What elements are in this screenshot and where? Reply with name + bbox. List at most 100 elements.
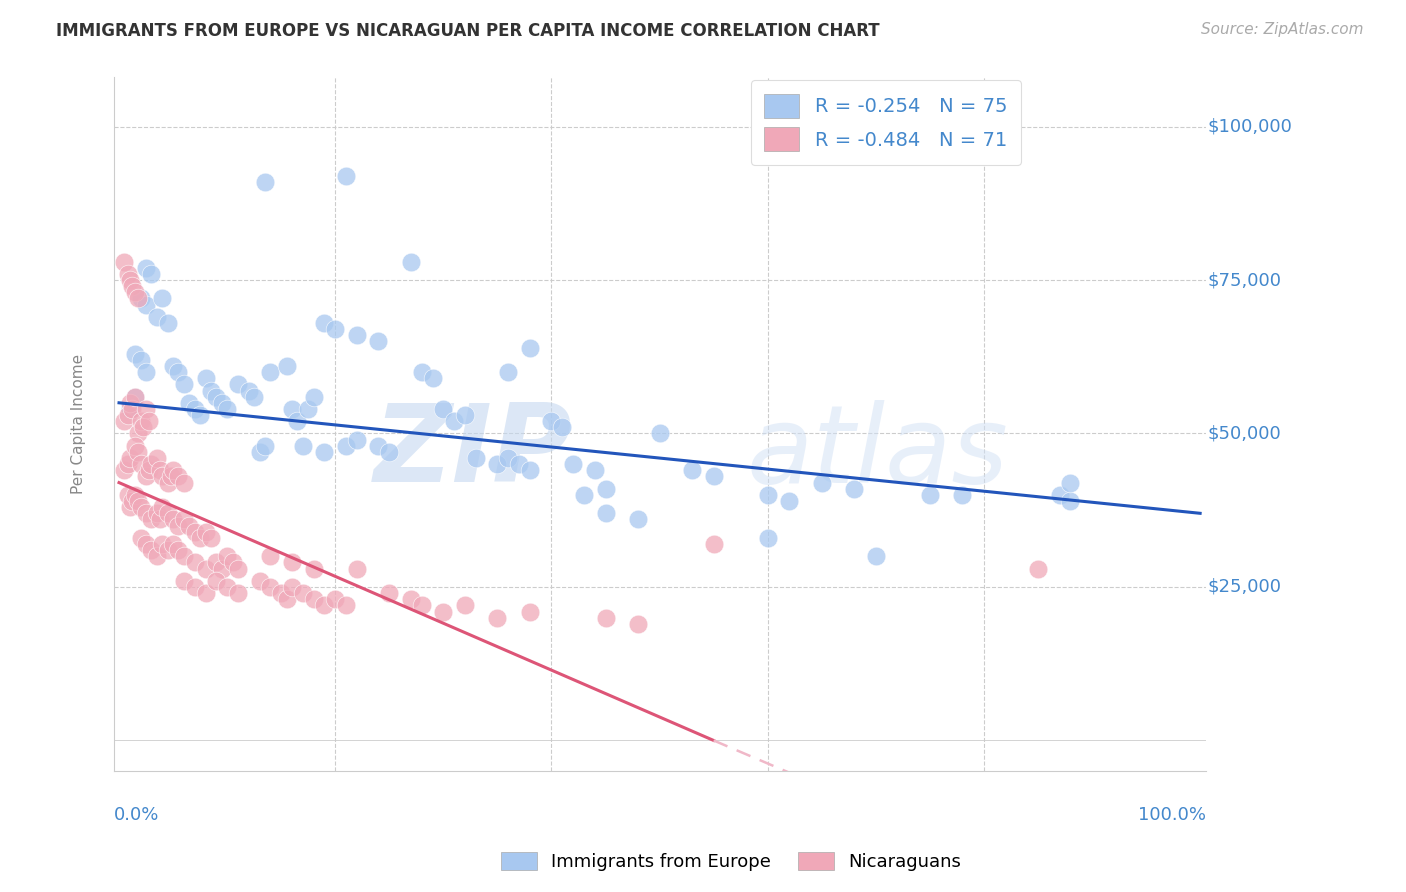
- Point: [464, 451, 486, 466]
- Point: [156, 543, 179, 558]
- Point: [810, 475, 832, 490]
- Point: [378, 445, 401, 459]
- Point: [173, 549, 195, 564]
- Text: Per Capita Income: Per Capita Income: [72, 354, 86, 494]
- Point: [950, 488, 973, 502]
- Text: 100.0%: 100.0%: [1137, 805, 1205, 824]
- Point: [124, 390, 146, 404]
- Point: [118, 273, 141, 287]
- Point: [124, 390, 146, 404]
- Point: [508, 457, 530, 471]
- Point: [205, 556, 228, 570]
- Point: [844, 482, 866, 496]
- Text: $75,000: $75,000: [1208, 271, 1282, 289]
- Point: [141, 512, 163, 526]
- Point: [127, 445, 149, 459]
- Point: [167, 365, 190, 379]
- Point: [183, 401, 205, 416]
- Point: [173, 377, 195, 392]
- Point: [135, 469, 157, 483]
- Point: [302, 390, 325, 404]
- Point: [323, 322, 346, 336]
- Text: 0.0%: 0.0%: [114, 805, 159, 824]
- Point: [378, 586, 401, 600]
- Point: [112, 254, 135, 268]
- Point: [287, 414, 309, 428]
- Point: [135, 401, 157, 416]
- Point: [167, 469, 190, 483]
- Point: [496, 365, 519, 379]
- Point: [112, 463, 135, 477]
- Point: [183, 524, 205, 539]
- Point: [703, 537, 725, 551]
- Point: [149, 463, 172, 477]
- Point: [627, 616, 650, 631]
- Point: [346, 433, 368, 447]
- Point: [519, 605, 541, 619]
- Point: [200, 384, 222, 398]
- Point: [1059, 494, 1081, 508]
- Point: [314, 316, 336, 330]
- Point: [150, 292, 173, 306]
- Point: [243, 390, 266, 404]
- Point: [121, 401, 143, 416]
- Point: [183, 556, 205, 570]
- Point: [540, 414, 562, 428]
- Point: [150, 469, 173, 483]
- Point: [146, 451, 169, 466]
- Point: [194, 586, 217, 600]
- Point: [681, 463, 703, 477]
- Point: [135, 506, 157, 520]
- Point: [132, 420, 155, 434]
- Point: [648, 426, 671, 441]
- Point: [124, 488, 146, 502]
- Point: [486, 610, 509, 624]
- Text: IMMIGRANTS FROM EUROPE VS NICARAGUAN PER CAPITA INCOME CORRELATION CHART: IMMIGRANTS FROM EUROPE VS NICARAGUAN PER…: [56, 22, 880, 40]
- Point: [211, 396, 233, 410]
- Point: [205, 390, 228, 404]
- Point: [1049, 488, 1071, 502]
- Point: [194, 371, 217, 385]
- Point: [496, 451, 519, 466]
- Point: [146, 310, 169, 324]
- Point: [146, 506, 169, 520]
- Point: [141, 457, 163, 471]
- Point: [156, 506, 179, 520]
- Point: [291, 586, 314, 600]
- Point: [124, 285, 146, 300]
- Point: [756, 488, 779, 502]
- Point: [183, 580, 205, 594]
- Point: [129, 531, 152, 545]
- Point: [138, 463, 160, 477]
- Point: [118, 500, 141, 515]
- Point: [323, 592, 346, 607]
- Point: [1059, 475, 1081, 490]
- Point: [253, 439, 276, 453]
- Point: [627, 512, 650, 526]
- Point: [129, 414, 152, 428]
- Point: [162, 537, 184, 551]
- Legend: Immigrants from Europe, Nicaraguans: Immigrants from Europe, Nicaraguans: [494, 845, 969, 879]
- Point: [454, 408, 477, 422]
- Text: $50,000: $50,000: [1208, 425, 1281, 442]
- Point: [276, 359, 298, 373]
- Point: [281, 556, 304, 570]
- Point: [270, 586, 292, 600]
- Point: [173, 512, 195, 526]
- Point: [179, 518, 201, 533]
- Point: [124, 347, 146, 361]
- Point: [188, 531, 211, 545]
- Point: [583, 463, 606, 477]
- Point: [135, 537, 157, 551]
- Text: $100,000: $100,000: [1208, 118, 1292, 136]
- Point: [117, 457, 139, 471]
- Point: [156, 316, 179, 330]
- Point: [226, 561, 249, 575]
- Point: [443, 414, 465, 428]
- Point: [117, 408, 139, 422]
- Point: [281, 401, 304, 416]
- Point: [411, 599, 433, 613]
- Point: [276, 592, 298, 607]
- Point: [156, 475, 179, 490]
- Point: [302, 592, 325, 607]
